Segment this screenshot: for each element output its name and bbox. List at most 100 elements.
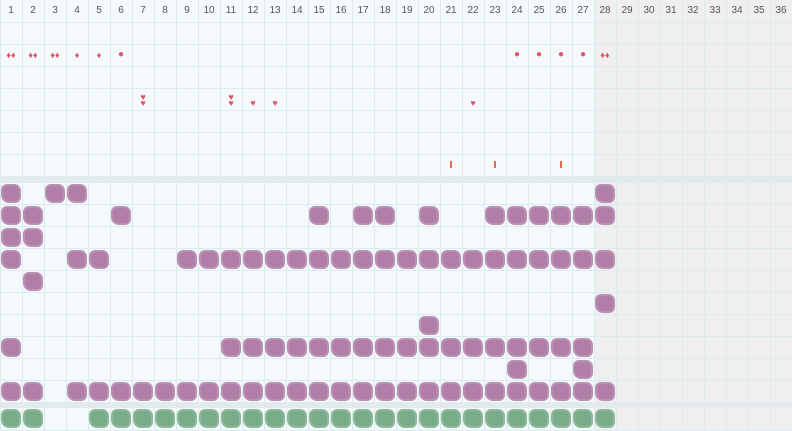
blob-icon[interactable] [507, 360, 527, 379]
heart-icon[interactable]: ♥ [140, 92, 146, 102]
day-label[interactable]: 16 [335, 5, 347, 16]
blob-icon[interactable] [463, 382, 483, 401]
day-label[interactable]: 34 [731, 5, 743, 16]
day-label[interactable]: 22 [467, 5, 479, 16]
blob-icon[interactable] [463, 338, 483, 357]
blob-icon[interactable] [111, 382, 131, 401]
drop-icon[interactable]: ♦ [96, 50, 102, 60]
blob-icon[interactable] [573, 409, 593, 428]
blob-icon[interactable] [89, 250, 109, 269]
day-label[interactable]: 28 [599, 5, 611, 16]
blob-icon[interactable] [441, 338, 461, 357]
blob-icon[interactable] [397, 250, 417, 269]
day-label[interactable]: 31 [665, 5, 677, 16]
blob-icon[interactable] [595, 184, 615, 203]
day-label[interactable]: 8 [162, 5, 168, 16]
blob-icon[interactable] [463, 409, 483, 428]
blob-icon[interactable] [221, 338, 241, 357]
blob-icon[interactable] [507, 338, 527, 357]
heart-icon[interactable]: ♥ [272, 98, 278, 108]
blob-icon[interactable] [485, 382, 505, 401]
blob-icon[interactable] [485, 206, 505, 225]
blob-icon[interactable] [419, 409, 439, 428]
blob-icon[interactable] [89, 382, 109, 401]
day-label[interactable]: 32 [687, 5, 699, 16]
blob-icon[interactable] [1, 228, 21, 247]
blob-icon[interactable] [419, 338, 439, 357]
blob-icon[interactable] [221, 409, 241, 428]
blob-icon[interactable] [309, 382, 329, 401]
blob-icon[interactable] [529, 338, 549, 357]
blob-icon[interactable] [67, 250, 87, 269]
blob-icon[interactable] [353, 250, 373, 269]
blob-icon[interactable] [419, 316, 439, 335]
blob-icon[interactable] [353, 338, 373, 357]
blob-icon[interactable] [155, 409, 175, 428]
blob-icon[interactable] [23, 228, 43, 247]
blob-icon[interactable] [375, 409, 395, 428]
blob-icon[interactable] [397, 338, 417, 357]
day-label[interactable]: 30 [643, 5, 655, 16]
blob-icon[interactable] [331, 409, 351, 428]
heart-icon[interactable]: ♥ [470, 98, 476, 108]
day-label[interactable]: 15 [313, 5, 325, 16]
day-label[interactable]: 26 [555, 5, 567, 16]
day-label[interactable]: 11 [225, 5, 237, 16]
day-label[interactable]: 27 [577, 5, 589, 16]
blob-icon[interactable] [309, 206, 329, 225]
blob-icon[interactable] [1, 382, 21, 401]
blob-icon[interactable] [529, 409, 549, 428]
blob-icon[interactable] [309, 409, 329, 428]
blob-icon[interactable] [265, 338, 285, 357]
blob-icon[interactable] [595, 206, 615, 225]
day-label[interactable]: 18 [379, 5, 391, 16]
blob-icon[interactable] [45, 184, 65, 203]
blob-icon[interactable] [199, 382, 219, 401]
day-label[interactable]: 4 [74, 5, 80, 16]
blob-icon[interactable] [265, 382, 285, 401]
day-label[interactable]: 3 [52, 5, 58, 16]
blob-icon[interactable] [221, 250, 241, 269]
blob-icon[interactable] [551, 382, 571, 401]
blob-icon[interactable] [243, 382, 263, 401]
drop-icon[interactable]: ♦♦ [28, 50, 38, 60]
drop-icon[interactable]: ♦♦ [600, 50, 610, 60]
day-label[interactable]: 5 [96, 5, 102, 16]
blob-icon[interactable] [507, 382, 527, 401]
blob-icon[interactable] [265, 409, 285, 428]
drop-icon[interactable]: ♦ [74, 50, 80, 60]
blob-icon[interactable] [595, 382, 615, 401]
blob-icon[interactable] [221, 382, 241, 401]
blob-icon[interactable] [23, 382, 43, 401]
heart-icon[interactable]: ♥ [228, 92, 234, 102]
blob-icon[interactable] [309, 250, 329, 269]
day-label[interactable]: 36 [775, 5, 787, 16]
blob-icon[interactable] [287, 338, 307, 357]
blob-icon[interactable] [551, 206, 571, 225]
blob-icon[interactable] [243, 250, 263, 269]
blob-icon[interactable] [397, 382, 417, 401]
blob-icon[interactable] [331, 250, 351, 269]
blob-icon[interactable] [1, 338, 21, 357]
blob-icon[interactable] [441, 382, 461, 401]
day-label[interactable]: 19 [401, 5, 413, 16]
blob-icon[interactable] [551, 250, 571, 269]
blob-icon[interactable] [89, 409, 109, 428]
blob-icon[interactable] [353, 409, 373, 428]
blob-icon[interactable] [573, 338, 593, 357]
blob-icon[interactable] [1, 409, 21, 428]
heart-icon[interactable]: ♥ [228, 98, 234, 108]
blob-icon[interactable] [375, 338, 395, 357]
blob-icon[interactable] [375, 206, 395, 225]
day-label[interactable]: 2 [30, 5, 36, 16]
blob-icon[interactable] [1, 250, 21, 269]
blob-icon[interactable] [199, 250, 219, 269]
blob-icon[interactable] [177, 382, 197, 401]
blob-icon[interactable] [133, 382, 153, 401]
tick-icon[interactable] [494, 161, 496, 168]
blob-icon[interactable] [507, 409, 527, 428]
day-label[interactable]: 21 [445, 5, 457, 16]
blob-icon[interactable] [111, 206, 131, 225]
blob-icon[interactable] [353, 206, 373, 225]
blob-icon[interactable] [573, 206, 593, 225]
